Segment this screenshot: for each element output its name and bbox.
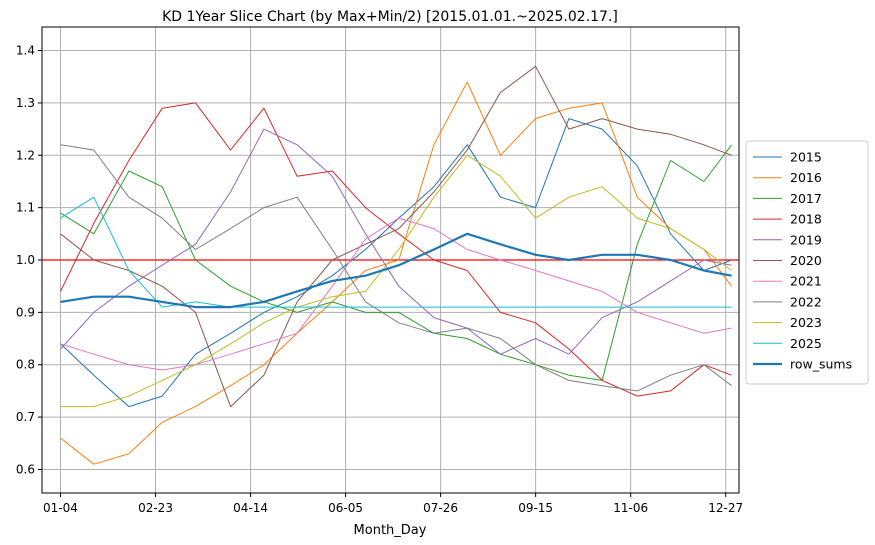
y-tick-label: 0.8: [16, 358, 35, 372]
x-axis-label: Month_Day: [354, 523, 427, 538]
series-group: [60, 65, 732, 465]
y-axis: 0.6 0.7 0.8 0.9 1.0 1.1 1.2 1.3 1.4: [16, 44, 42, 476]
legend-frame: [745, 140, 869, 385]
legend-label-2017: 2017: [790, 191, 822, 206]
y-tick-label: 0.6: [16, 462, 35, 476]
x-tick-label: 02-23: [138, 501, 173, 515]
legend-label-2022: 2022: [790, 294, 822, 309]
x-tick-label: 01-04: [43, 501, 78, 515]
y-tick-label: 1.3: [16, 96, 35, 110]
legend-label-2016: 2016: [790, 170, 822, 185]
legend-label-2021: 2021: [790, 274, 822, 289]
x-tick-label: 09-15: [518, 501, 553, 515]
series-line-2022: [60, 144, 732, 392]
series-line-2016: [60, 81, 732, 465]
series-line-2021: [60, 217, 732, 371]
series-line-2025: [60, 196, 732, 308]
series-line-2018: [60, 102, 732, 397]
y-tick-label: 1.1: [16, 201, 35, 215]
legend-label-2018: 2018: [790, 212, 822, 227]
series-line-2017: [60, 144, 732, 381]
series-line-2020: [60, 65, 732, 408]
series-line-row-sums: [60, 232, 732, 309]
y-tick-label: 1.0: [16, 253, 35, 267]
x-axis: 01-04 02-23 04-14 06-05 07-26 09-15 11-06 12-27: [43, 493, 743, 515]
x-tick-label: 12-27: [708, 501, 743, 515]
x-tick-label: 11-06: [613, 501, 648, 515]
y-tick-label: 0.9: [16, 305, 35, 319]
x-tick-label: 06-05: [328, 501, 363, 515]
x-tick-label: 04-14: [233, 501, 268, 515]
legend-label-row-sums: row_sums: [790, 357, 852, 372]
legend-label-2023: 2023: [790, 315, 822, 330]
y-tick-label: 0.7: [16, 410, 35, 424]
legend: 2015 2016 2017 2018 2019 2020 2021 2022 2023 2025…: [745, 140, 869, 385]
y-tick-label: 1.4: [16, 44, 35, 58]
legend-label-2019: 2019: [790, 232, 822, 247]
y-tick-label: 1.2: [16, 148, 35, 162]
series-line-2023: [60, 154, 732, 408]
chart-title: KD 1Year Slice Chart (by Max+Min/2) [201…: [162, 9, 618, 25]
legend-label-2025: 2025: [790, 336, 822, 351]
legend-label-2020: 2020: [790, 253, 822, 268]
x-tick-label: 07-26: [423, 501, 458, 515]
legend-label-2015: 2015: [790, 150, 822, 165]
